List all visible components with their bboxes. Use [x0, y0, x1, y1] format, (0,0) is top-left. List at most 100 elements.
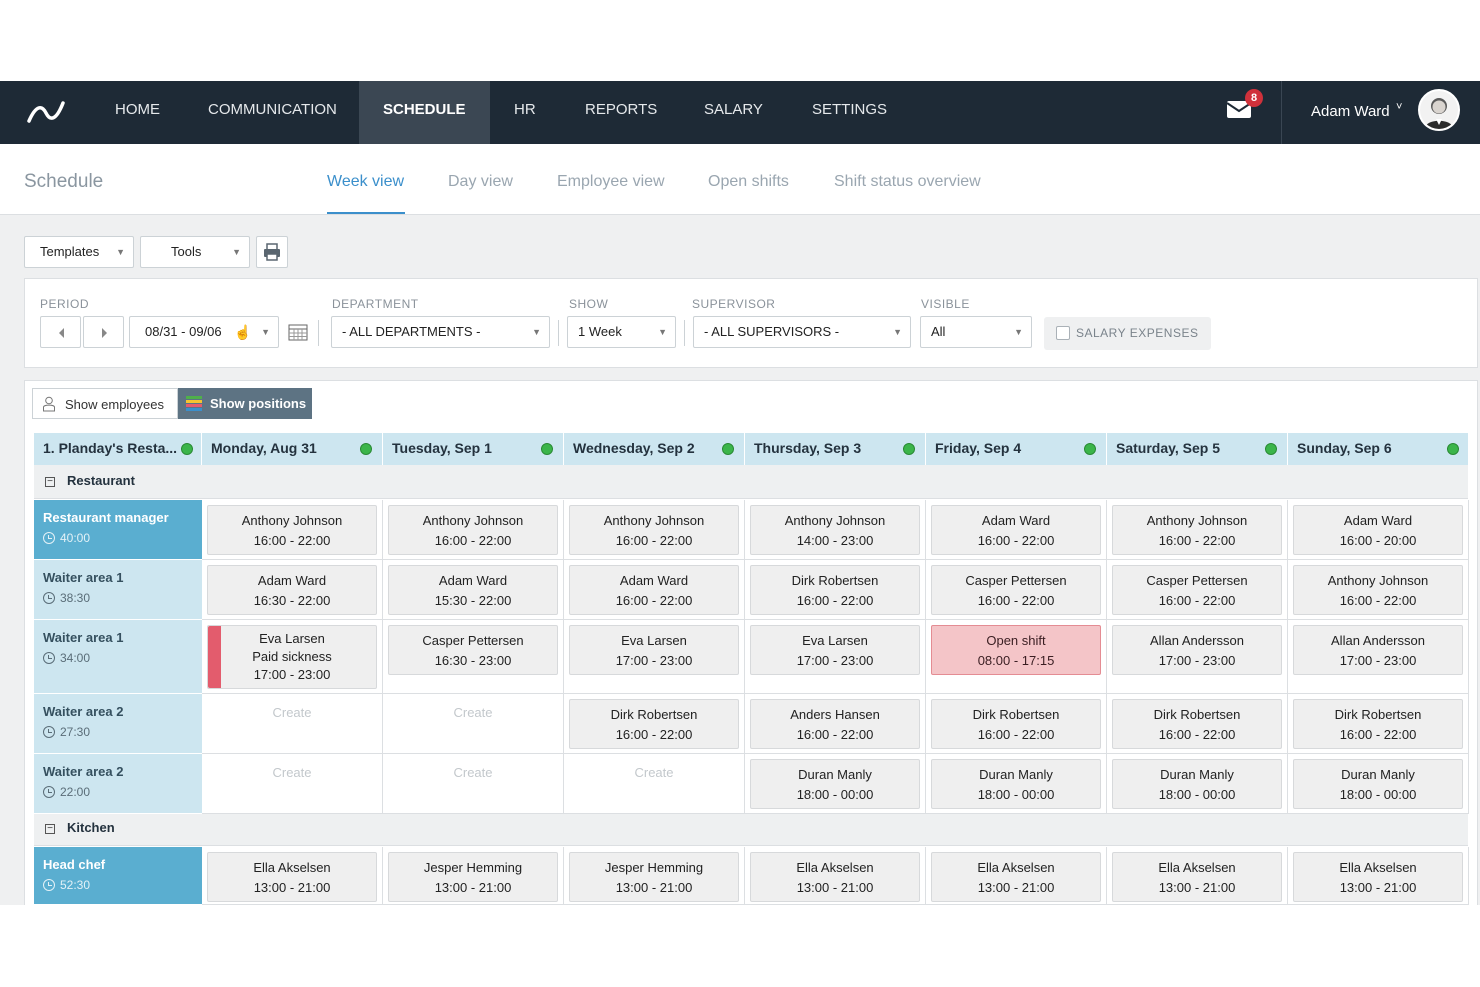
create-shift-link[interactable]: Create — [272, 705, 312, 720]
templates-dropdown[interactable]: Templates ▼ — [24, 236, 134, 268]
position-cell[interactable]: Waiter area 2 27:30 — [34, 694, 202, 754]
day-cell[interactable]: Eva Larsen 17:00 - 23:00 — [745, 620, 926, 694]
shift-card[interactable]: Anthony Johnson 16:00 - 22:00 — [207, 505, 377, 555]
day-cell[interactable]: Dirk Robertsen 16:00 - 22:00 — [1288, 694, 1469, 754]
calendar-icon[interactable] — [288, 323, 308, 341]
position-cell[interactable]: Waiter area 1 34:00 — [34, 620, 202, 694]
shift-card[interactable]: Eva Larsen 17:00 - 23:00 — [750, 625, 920, 675]
day-header-cell[interactable]: Monday, Aug 31 — [202, 433, 383, 465]
day-cell[interactable]: Dirk Robertsen 16:00 - 22:00 — [564, 694, 745, 754]
open-shift-card[interactable]: Open shift 08:00 - 17:15 — [931, 625, 1101, 675]
day-header-cell[interactable]: Sunday, Sep 6 — [1288, 433, 1469, 465]
shift-card[interactable]: Ella Akselsen 13:00 - 21:00 — [1112, 852, 1282, 902]
day-cell[interactable]: Duran Manly 18:00 - 00:00 — [926, 754, 1107, 814]
day-cell[interactable]: Ella Akselsen 13:00 - 21:00 — [1288, 847, 1469, 905]
create-shift-link[interactable]: Create — [453, 705, 493, 720]
user-name[interactable]: Adam Ward — [1311, 103, 1390, 120]
day-cell[interactable]: Adam Ward 16:00 - 22:00 — [564, 560, 745, 620]
position-cell[interactable]: Waiter area 2 22:00 — [34, 754, 202, 814]
shift-card[interactable]: Anthony Johnson 16:00 - 22:00 — [1112, 505, 1282, 555]
group-row-kitchen[interactable]: − Kitchen — [34, 812, 1468, 846]
create-shift-link[interactable]: Create — [634, 765, 674, 780]
day-cell[interactable]: Create — [383, 754, 564, 814]
shift-card[interactable]: Casper Pettersen 16:30 - 23:00 — [388, 625, 558, 675]
mail-icon[interactable] — [1226, 99, 1252, 119]
collapse-icon[interactable]: − — [45, 477, 55, 487]
shift-card[interactable]: Adam Ward 16:00 - 22:00 — [569, 565, 739, 615]
department-select[interactable]: - ALL DEPARTMENTS - ▼ — [331, 316, 550, 348]
day-cell[interactable]: Ella Akselsen 13:00 - 21:00 — [202, 847, 383, 905]
day-cell[interactable]: Casper Pettersen 16:00 - 22:00 — [1107, 560, 1288, 620]
shift-card[interactable]: Duran Manly 18:00 - 00:00 — [931, 759, 1101, 809]
shift-card[interactable]: Ella Akselsen 13:00 - 21:00 — [207, 852, 377, 902]
shift-card[interactable]: Duran Manly 18:00 - 00:00 — [1293, 759, 1463, 809]
collapse-icon[interactable]: − — [45, 824, 55, 834]
day-cell[interactable]: Adam Ward 15:30 - 22:00 — [383, 560, 564, 620]
shift-card[interactable]: Dirk Robertsen 16:00 - 22:00 — [931, 699, 1101, 749]
day-cell[interactable]: Duran Manly 18:00 - 00:00 — [1107, 754, 1288, 814]
shift-card[interactable]: Eva Larsen Paid sickness 17:00 - 23:00 — [207, 625, 377, 689]
position-cell[interactable]: Restaurant manager 40:00 — [34, 500, 202, 560]
day-cell[interactable]: Create — [202, 694, 383, 754]
shift-card[interactable]: Casper Pettersen 16:00 - 22:00 — [931, 565, 1101, 615]
shift-card[interactable]: Jesper Hemming 13:00 - 21:00 — [388, 852, 558, 902]
shift-card[interactable]: Adam Ward 16:00 - 22:00 — [931, 505, 1101, 555]
day-header-cell[interactable]: Friday, Sep 4 — [926, 433, 1107, 465]
shift-card[interactable]: Duran Manly 18:00 - 00:00 — [750, 759, 920, 809]
day-cell[interactable]: Jesper Hemming 13:00 - 21:00 — [564, 847, 745, 905]
create-shift-link[interactable]: Create — [272, 765, 312, 780]
shift-card[interactable]: Anthony Johnson 14:00 - 23:00 — [750, 505, 920, 555]
salary-expenses-checkbox[interactable] — [1056, 326, 1070, 340]
period-dropdown[interactable]: 08/31 - 09/06 ☝ ▼ — [129, 316, 279, 348]
period-prev-button[interactable] — [40, 316, 81, 348]
create-shift-link[interactable]: Create — [453, 765, 493, 780]
period-next-button[interactable] — [83, 316, 124, 348]
tab-week-view[interactable]: Week view — [327, 173, 405, 190]
day-cell[interactable]: Ella Akselsen 13:00 - 21:00 — [745, 847, 926, 905]
day-cell[interactable]: Allan Andersson 17:00 - 23:00 — [1107, 620, 1288, 694]
shift-card[interactable]: Ella Akselsen 13:00 - 21:00 — [750, 852, 920, 902]
day-cell[interactable]: Anthony Johnson 16:00 - 22:00 — [1288, 560, 1469, 620]
shift-card[interactable]: Anthony Johnson 16:00 - 22:00 — [569, 505, 739, 555]
shift-card[interactable]: Ella Akselsen 13:00 - 21:00 — [1293, 852, 1463, 902]
day-cell[interactable]: Dirk Robertsen 16:00 - 22:00 — [926, 694, 1107, 754]
day-cell[interactable]: Adam Ward 16:30 - 22:00 — [202, 560, 383, 620]
shift-card[interactable]: Adam Ward 16:00 - 20:00 — [1293, 505, 1463, 555]
shift-card[interactable]: Jesper Hemming 13:00 - 21:00 — [569, 852, 739, 902]
shift-card[interactable]: Adam Ward 15:30 - 22:00 — [388, 565, 558, 615]
day-cell[interactable]: Open shift 08:00 - 17:15 — [926, 620, 1107, 694]
user-avatar[interactable] — [1418, 89, 1460, 131]
position-cell[interactable]: Waiter area 1 38:30 — [34, 560, 202, 620]
show-positions-button[interactable]: Show positions — [178, 388, 312, 419]
day-cell[interactable]: Duran Manly 18:00 - 00:00 — [745, 754, 926, 814]
tab-shift-status-overview[interactable]: Shift status overview — [834, 173, 981, 190]
day-cell[interactable]: Anthony Johnson 16:00 - 22:00 — [564, 500, 745, 560]
day-cell[interactable]: Anthony Johnson 16:00 - 22:00 — [1107, 500, 1288, 560]
shift-card[interactable]: Anthony Johnson 16:00 - 22:00 — [1293, 565, 1463, 615]
tab-employee-view[interactable]: Employee view — [557, 173, 665, 190]
visible-select[interactable]: All ▼ — [920, 316, 1032, 348]
day-cell[interactable]: Adam Ward 16:00 - 20:00 — [1288, 500, 1469, 560]
user-menu-caret-icon[interactable]: ˅ — [1396, 101, 1403, 113]
salary-expenses-toggle[interactable]: SALARY EXPENSES — [1044, 317, 1211, 350]
planday-logo-icon[interactable] — [26, 97, 66, 127]
day-header-cell[interactable]: Tuesday, Sep 1 — [383, 433, 564, 465]
day-cell[interactable]: Anthony Johnson 16:00 - 22:00 — [383, 500, 564, 560]
tab-day-view[interactable]: Day view — [448, 173, 513, 190]
day-cell[interactable]: Create — [564, 754, 745, 814]
shift-card[interactable]: Casper Pettersen 16:00 - 22:00 — [1112, 565, 1282, 615]
nav-settings[interactable]: SETTINGS — [812, 101, 888, 118]
shift-card[interactable]: Ella Akselsen 13:00 - 21:00 — [931, 852, 1101, 902]
day-cell[interactable]: Create — [383, 694, 564, 754]
tab-open-shifts[interactable]: Open shifts — [708, 173, 789, 190]
group-row-restaurant[interactable]: − Restaurant — [34, 465, 1468, 499]
nav-hr[interactable]: HR — [514, 101, 536, 118]
day-cell[interactable]: Ella Akselsen 13:00 - 21:00 — [926, 847, 1107, 905]
nav-home[interactable]: HOME — [115, 101, 160, 118]
day-cell[interactable]: Eva Larsen Paid sickness 17:00 - 23:00 — [202, 620, 383, 694]
day-cell[interactable]: Dirk Robertsen 16:00 - 22:00 — [745, 560, 926, 620]
day-cell[interactable]: Anthony Johnson 16:00 - 22:00 — [202, 500, 383, 560]
shift-card[interactable]: Anthony Johnson 16:00 - 22:00 — [388, 505, 558, 555]
nav-salary[interactable]: SALARY — [704, 101, 763, 118]
supervisor-select[interactable]: - ALL SUPERVISORS - ▼ — [693, 316, 911, 348]
